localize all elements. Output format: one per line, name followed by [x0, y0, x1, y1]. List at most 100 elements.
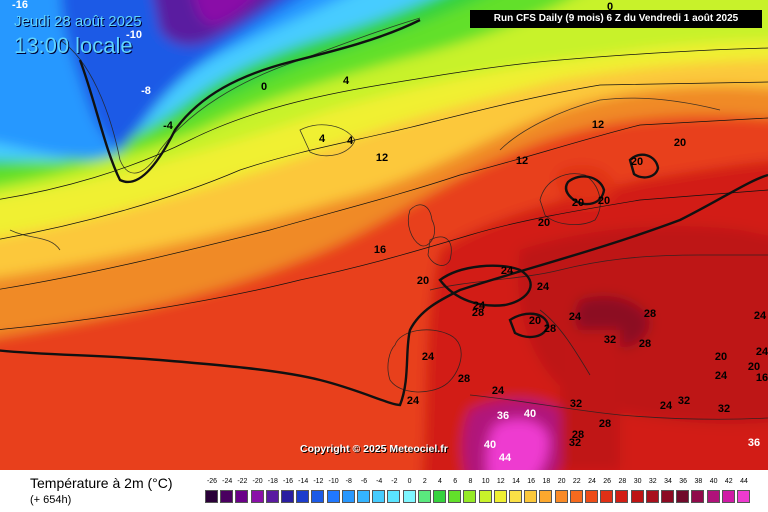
legend-tick-label: 2 [422, 478, 427, 485]
isotherm-value-label: 16 [756, 372, 768, 384]
legend-color-swatch [357, 490, 370, 503]
isotherm-value-label: 0 [607, 1, 613, 13]
isotherm-value-label: 20 [715, 351, 727, 363]
legend-color-swatch [661, 490, 674, 503]
isotherm-value-label: 28 [472, 307, 484, 319]
isotherm-value-label: 24 [715, 370, 728, 382]
legend-color-swatch [676, 490, 690, 503]
isotherm-value-label: 20 [674, 137, 686, 149]
legend-color-swatch [341, 490, 355, 503]
legend-tick-label: 28 [618, 478, 627, 485]
forecast-time: 13:00 locale [14, 33, 133, 58]
legend-tick-label: 30 [633, 478, 642, 485]
legend-color-swatch [737, 490, 750, 503]
legend-tick-label: 10 [481, 478, 490, 485]
legend-color-swatch [311, 490, 325, 503]
temperature-field [0, 0, 768, 470]
bold-contours [0, 18, 768, 407]
isotherm-value-label: 20 [529, 315, 541, 327]
legend-color-swatch [205, 490, 218, 503]
legend-tick-label: -14 [298, 478, 309, 485]
legend-tick-label: 44 [740, 478, 748, 485]
legend-color-swatch [265, 490, 279, 503]
legend-tick-label: 0 [407, 478, 412, 485]
legend-color-swatch [615, 490, 629, 503]
legend-color-swatch [417, 490, 431, 503]
isotherm-value-label: 16 [374, 244, 386, 256]
isotherm-value-label: 28 [644, 308, 656, 320]
isotherm-value-label: 28 [639, 338, 651, 350]
isotherm-value-label: -10 [126, 29, 142, 41]
legend-tick-label: -10 [328, 478, 339, 485]
legend-color-swatch [478, 490, 492, 503]
isotherm-value-label: 4 [319, 133, 326, 145]
isotherm-value-label: 12 [376, 152, 388, 164]
legend-tick-label: -22 [237, 478, 248, 485]
legend-color-swatch [539, 490, 553, 503]
isotherm-value-label: 20 [748, 361, 760, 373]
isotherm-value-label: 40 [524, 408, 536, 420]
legend-tick-label: 6 [453, 478, 458, 485]
legend-tick-label: 20 [557, 478, 566, 485]
legend-color-swatch [387, 490, 401, 503]
legend-tick-label: 26 [603, 478, 612, 485]
isotherm-lines [0, 47, 768, 330]
legend-color-swatch [402, 490, 416, 503]
legend-tick-label: 22 [572, 478, 581, 485]
isotherm-value-label: 28 [572, 429, 584, 441]
isotherm-value-label: 44 [499, 452, 512, 464]
isotherm-value-label: 4 [343, 75, 350, 87]
forecast-offset: (+ 654h) [30, 494, 72, 506]
isotherm-value-label: 20 [572, 197, 584, 209]
copyright-notice: Copyright © 2025 Meteociel.fr [300, 443, 448, 455]
isotherm-value-label: 24 [660, 400, 673, 412]
legend-color-swatch [554, 490, 568, 503]
legend-color-swatch [463, 490, 477, 503]
legend-color-swatch [706, 490, 720, 503]
legend-color-swatch [585, 490, 598, 503]
forecast-date: Jeudi 28 août 2025 [14, 13, 142, 30]
isotherm-value-label: 0 [261, 81, 267, 93]
legend-tick-label: -4 [376, 478, 383, 485]
legend-tick-label: 24 [588, 478, 596, 485]
isotherm-value-label: 24 [569, 311, 582, 323]
isotherm-value-label: 24 [407, 395, 420, 407]
legend-color-swatch [281, 490, 294, 503]
isotherm-value-label: 28 [458, 373, 470, 385]
legend-color-swatch [509, 490, 522, 503]
legend-tick-label: -2 [391, 478, 398, 485]
legend-color-swatch [645, 490, 659, 503]
isotherm-value-label: 24 [501, 265, 514, 277]
isotherm-value-label: 32 [604, 334, 616, 346]
isotherm-value-label: 28 [544, 323, 556, 335]
isotherm-value-label: 40 [484, 439, 496, 451]
isotherm-value-label: 32 [718, 403, 730, 415]
legend-color-swatch [220, 490, 234, 503]
isotherm-value-label: 24 [492, 385, 505, 397]
isotherm-value-label: 20 [538, 217, 550, 229]
legend-tick-label: -8 [345, 478, 352, 485]
legend-tick-label: -18 [267, 478, 278, 485]
isotherm-value-label: 36 [748, 437, 760, 449]
legend-color-swatch [569, 490, 583, 503]
legend-color-swatch [448, 490, 462, 503]
legend-tick-label: -20 [252, 478, 263, 485]
legend-tick-label: 42 [724, 478, 733, 485]
isotherm-value-label: 4 [347, 135, 354, 147]
legend-tick-label: -24 [222, 478, 233, 485]
legend-color-swatch [600, 490, 614, 503]
legend-tick-label: -16 [282, 478, 294, 485]
legend-tick-label: 14 [512, 478, 520, 485]
isotherm-value-label: 24 [756, 346, 768, 358]
legend-color-swatch [721, 490, 735, 503]
isotherm-value-label: 24 [422, 351, 435, 363]
isotherm-value-label: 20 [598, 195, 610, 207]
legend-tick-label: 4 [438, 478, 442, 485]
legend-color-swatch [630, 490, 644, 503]
color-scale-legend: -26 -24 -22 -20 -18 -16 -14 -12 -10 -8 -6 -4 -2 0 2 4 6 8… [205, 478, 755, 510]
legend-color-swatch [691, 490, 705, 503]
isotherm-value-label: -16 [12, 0, 28, 11]
legend-tick-label: -6 [360, 478, 368, 485]
legend-color-swatch [235, 490, 249, 503]
